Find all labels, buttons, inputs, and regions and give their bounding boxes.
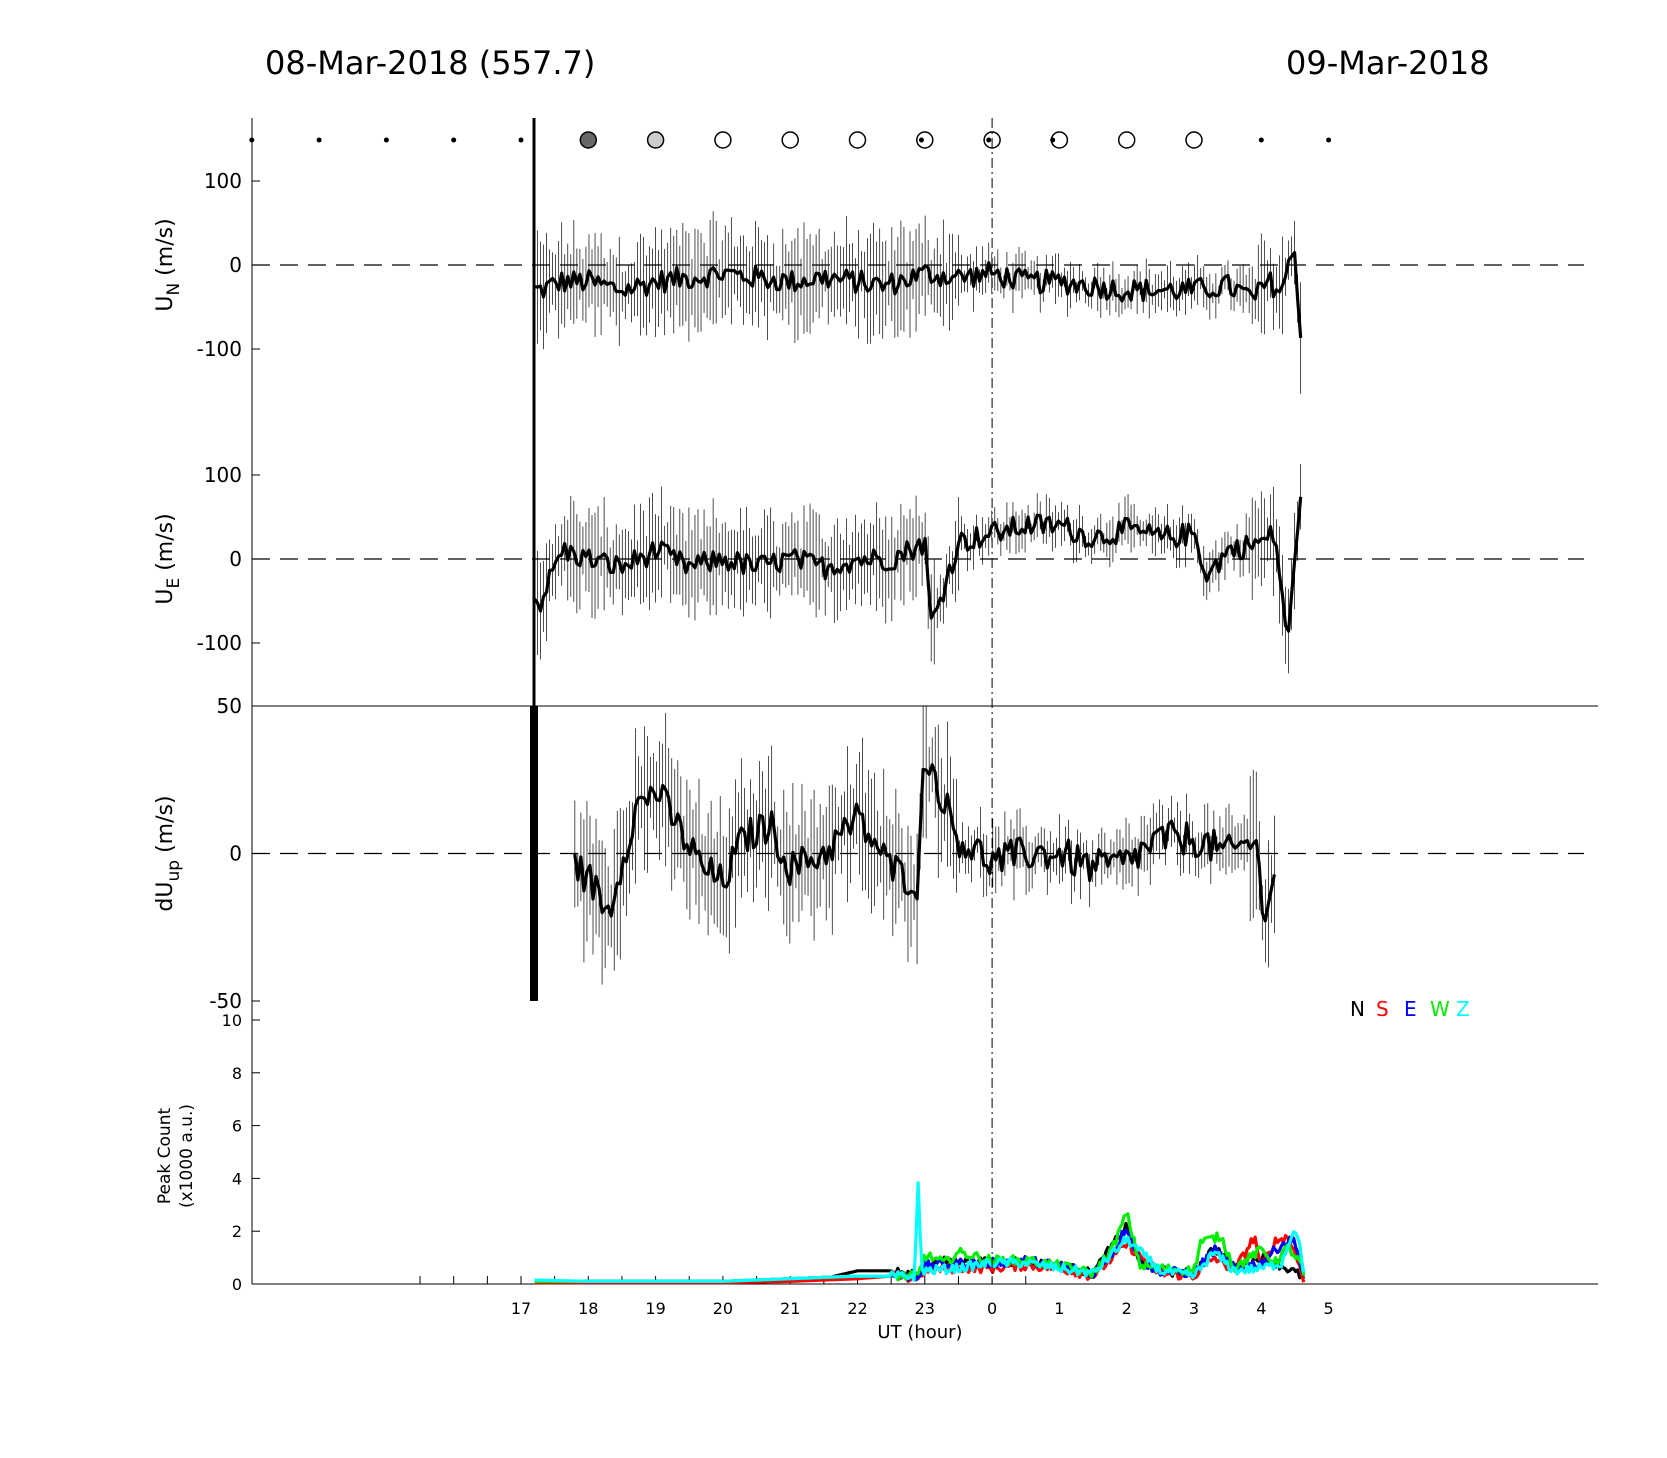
- x-tick-label: 5: [1324, 1299, 1334, 1318]
- date-left-title: 08-Mar-2018 (557.7): [265, 44, 596, 82]
- series-line: [533, 496, 1303, 633]
- legend-entry-S: S: [1376, 997, 1389, 1021]
- y-tick-label: 0: [229, 842, 242, 866]
- x-tick-label: 21: [780, 1299, 800, 1318]
- dup-panel: -50 0 50 dUup (m/s): [153, 694, 1598, 1013]
- y-axis-label-line2: (x1000 a.u.): [177, 1104, 197, 1208]
- moon-marker-circle: [646, 131, 665, 149]
- y-tick-label: 0: [229, 253, 242, 277]
- x-tick-label: 17: [511, 1299, 531, 1318]
- x-tick-label: 4: [1256, 1299, 1266, 1318]
- moon-marker-dot: [986, 137, 992, 143]
- moon-marker-dot: [1326, 137, 1332, 143]
- moon-marker-circle: [848, 131, 867, 149]
- date-right-title: 09-Mar-2018: [1286, 44, 1490, 82]
- legend-entry-Z: Z: [1456, 997, 1470, 1021]
- moon-marker-dot: [518, 137, 524, 143]
- x-tick-label: 20: [713, 1299, 733, 1318]
- y-axis-label: dUup (m/s): [153, 795, 184, 911]
- x-tick-label: 18: [578, 1299, 598, 1318]
- x-tick-label: 0: [987, 1299, 997, 1318]
- x-tick-label: 3: [1189, 1299, 1199, 1318]
- y-tick-label: -100: [197, 631, 242, 655]
- y-tick-label: 100: [204, 463, 242, 487]
- y-axis-label: UE (m/s): [153, 513, 184, 604]
- y-tick-label: 6: [232, 1117, 242, 1136]
- moon-marker-circle: [1185, 131, 1203, 149]
- y-tick-label: 50: [217, 694, 242, 718]
- moon-marker-circle: [1117, 131, 1136, 149]
- moon-marker-dot: [316, 137, 322, 143]
- ue-panel: -100 0 100 UE (m/s): [153, 412, 1584, 706]
- x-tick-label: 2: [1122, 1299, 1132, 1318]
- moon-marker-dot: [918, 137, 924, 143]
- moon-marker-dot: [1258, 137, 1264, 143]
- y-tick-label: -100: [197, 337, 242, 361]
- legend-entry-E: E: [1404, 997, 1417, 1021]
- y-tick-label: -50: [209, 989, 242, 1013]
- y-tick-label: 2: [232, 1222, 242, 1241]
- moon-marker-circle: [579, 131, 598, 149]
- series-line: [534, 251, 1303, 339]
- x-tick-label: 1: [1054, 1299, 1064, 1318]
- legend-entry-W: W: [1430, 997, 1450, 1021]
- y-tick-label: 100: [204, 169, 242, 193]
- moon-marker-dot: [451, 137, 457, 143]
- series-line: [573, 763, 1276, 923]
- y-tick-label: 10: [222, 1011, 242, 1030]
- moon-marker-circle: [916, 131, 934, 149]
- moon-marker-row: [249, 131, 1332, 149]
- y-axis-label: UN (m/s): [153, 218, 184, 311]
- un-panel: -100 0 100 UN (m/s): [153, 118, 1584, 412]
- moon-marker-circle: [781, 131, 799, 149]
- moon-marker-dot: [1050, 137, 1056, 143]
- y-axis-label-line1: Peak Count: [155, 1108, 175, 1205]
- y-tick-label: 4: [232, 1169, 242, 1188]
- x-axis-label: UT (hour): [877, 1322, 962, 1343]
- x-tick-label: 23: [915, 1299, 935, 1318]
- x-tick-label: 22: [847, 1299, 867, 1318]
- legend-entry-N: N: [1350, 997, 1365, 1021]
- x-tick-label: 19: [645, 1299, 665, 1318]
- y-tick-label: 0: [229, 547, 242, 571]
- y-tick-label: 8: [232, 1064, 242, 1083]
- moon-marker-circle: [714, 131, 732, 149]
- series-line-Z: [534, 1181, 1306, 1283]
- moon-marker-dot: [383, 137, 389, 143]
- y-tick-label: 0: [232, 1275, 242, 1294]
